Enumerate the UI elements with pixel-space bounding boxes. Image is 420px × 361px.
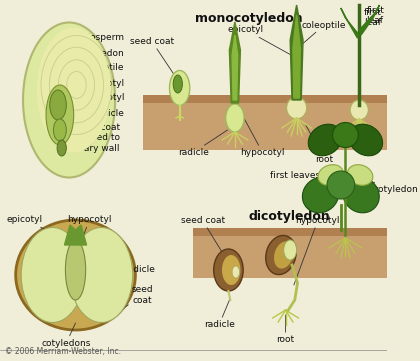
Ellipse shape [173, 75, 182, 93]
Ellipse shape [343, 177, 379, 213]
Ellipse shape [214, 249, 243, 291]
Ellipse shape [327, 171, 354, 199]
Text: epicotyl: epicotyl [228, 26, 291, 55]
Text: first leaves: first leaves [270, 170, 327, 190]
Text: hypocotyl: hypocotyl [67, 216, 112, 237]
Text: hypocotyl: hypocotyl [294, 216, 340, 285]
Text: first
leaf: first leaf [367, 6, 384, 25]
Text: root: root [276, 315, 294, 344]
Text: first
leaf: first leaf [364, 8, 382, 27]
Ellipse shape [57, 140, 66, 156]
Ellipse shape [170, 70, 190, 105]
Text: hypocotyl: hypocotyl [240, 115, 285, 157]
Ellipse shape [347, 165, 373, 185]
Text: monocotyledon: monocotyledon [195, 12, 302, 25]
Text: radicle: radicle [62, 109, 124, 125]
Ellipse shape [21, 227, 84, 322]
Text: coleoptile: coleoptile [65, 64, 124, 80]
Text: cotyledons: cotyledons [42, 323, 91, 348]
Ellipse shape [50, 90, 66, 120]
Text: dicotyledon: dicotyledon [249, 210, 331, 223]
Polygon shape [341, 8, 359, 38]
Ellipse shape [274, 242, 294, 269]
Bar [194, 228, 387, 278]
Polygon shape [232, 35, 238, 100]
Ellipse shape [284, 240, 297, 260]
Ellipse shape [349, 124, 383, 156]
Ellipse shape [302, 177, 339, 213]
Ellipse shape [333, 122, 358, 148]
Text: hypocotyl: hypocotyl [60, 93, 124, 108]
Text: endosperm: endosperm [74, 34, 124, 50]
Ellipse shape [23, 22, 115, 178]
Text: © 2006 Merriam-Webster, Inc.: © 2006 Merriam-Webster, Inc. [5, 347, 121, 356]
Bar [194, 228, 387, 236]
Text: epicotyl: epicotyl [60, 78, 124, 90]
Polygon shape [65, 225, 87, 245]
Ellipse shape [66, 240, 86, 300]
Ellipse shape [232, 266, 239, 278]
Ellipse shape [222, 255, 240, 285]
Ellipse shape [16, 220, 135, 330]
Ellipse shape [70, 227, 133, 322]
Polygon shape [290, 5, 303, 100]
Polygon shape [229, 22, 240, 103]
Bar [143, 95, 387, 103]
Text: epicotyl: epicotyl [7, 216, 62, 237]
Ellipse shape [318, 165, 344, 185]
Ellipse shape [350, 100, 368, 120]
Ellipse shape [37, 27, 110, 152]
Text: radicle: radicle [178, 130, 228, 157]
Polygon shape [359, 5, 380, 35]
Text: radicle: radicle [204, 298, 235, 329]
Text: root: root [306, 125, 333, 164]
Ellipse shape [53, 119, 66, 141]
Text: coleoptile: coleoptile [301, 21, 346, 45]
Text: radicle: radicle [85, 265, 155, 285]
Text: seed
coat: seed coat [117, 285, 152, 313]
Ellipse shape [286, 97, 307, 119]
Ellipse shape [266, 235, 296, 275]
Ellipse shape [226, 104, 244, 132]
Polygon shape [293, 15, 300, 98]
Ellipse shape [308, 124, 342, 156]
Ellipse shape [46, 85, 74, 145]
Text: cotyledon: cotyledon [78, 48, 124, 65]
Text: seed coat: seed coat [130, 37, 175, 76]
Text: cotyledon: cotyledon [358, 177, 418, 195]
Text: seed coat
fused to
ovary wall: seed coat fused to ovary wall [73, 123, 120, 153]
Bar [143, 95, 387, 150]
Text: seed coat: seed coat [181, 216, 225, 255]
